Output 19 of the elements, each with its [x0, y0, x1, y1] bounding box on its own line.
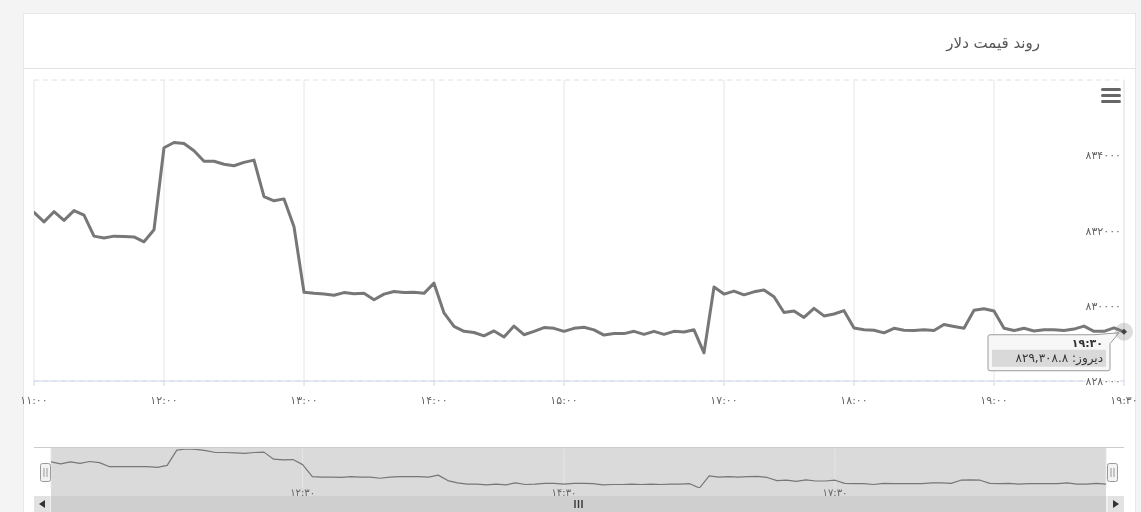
x-tick-label: ۱۷:۰۰: [710, 393, 738, 407]
annotation: ۱۹:۳۰: [1071, 336, 1103, 350]
x-tick-label: ۱۹:۰۰: [980, 393, 1008, 407]
y-tick-label: ۸۳۲۰۰۰: [1085, 224, 1121, 237]
x-tick-label: ۱۵:۰۰: [550, 393, 578, 407]
y-tick-label: ۸۳۴۰۰۰: [1085, 148, 1121, 162]
y-tick-label: ۸۲۸۰۰۰: [1085, 374, 1121, 388]
x-tick-label: ۱۴:۰۰: [420, 393, 448, 407]
x-tick-label: ۱۷:۳۰: [822, 486, 848, 498]
x-tick-label: ۱۴:۳۰: [551, 486, 577, 498]
annotation: دیروز: ۸۲۹,۳۰۸.۸: [1015, 351, 1103, 367]
x-tick-label: ۱۳:۰۰: [290, 393, 318, 407]
x-tick-label: ۱۸:۰۰: [840, 393, 868, 407]
x-tick-label: ۱۱:۰۰: [20, 393, 48, 407]
x-tick-label: ۱۹:۳۰: [1110, 393, 1138, 407]
x-tick-label: ۱۲:۰۰: [150, 393, 178, 407]
y-tick-label: ۸۳۰۰۰۰: [1085, 299, 1121, 313]
chart-title: روند قیمت دلار: [946, 33, 1040, 53]
x-tick-label: ۱۲:۳۰: [290, 486, 316, 498]
